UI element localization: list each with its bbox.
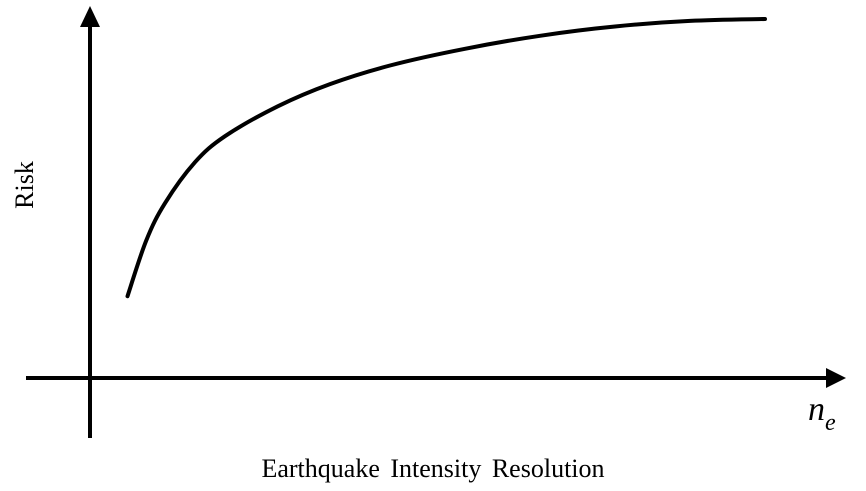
risk-curve: [125, 17, 767, 299]
x-axis-variable: ne: [808, 391, 836, 436]
y-axis-arrow: [80, 6, 100, 27]
x-axis-variable-subscript: e: [825, 410, 836, 436]
x-axis-variable-symbol: n: [808, 391, 825, 428]
y-axis-label: Risk: [10, 161, 39, 209]
x-axis-arrow: [826, 368, 846, 388]
x-axis-label: Earthquake Intensity Resolution: [261, 454, 604, 483]
